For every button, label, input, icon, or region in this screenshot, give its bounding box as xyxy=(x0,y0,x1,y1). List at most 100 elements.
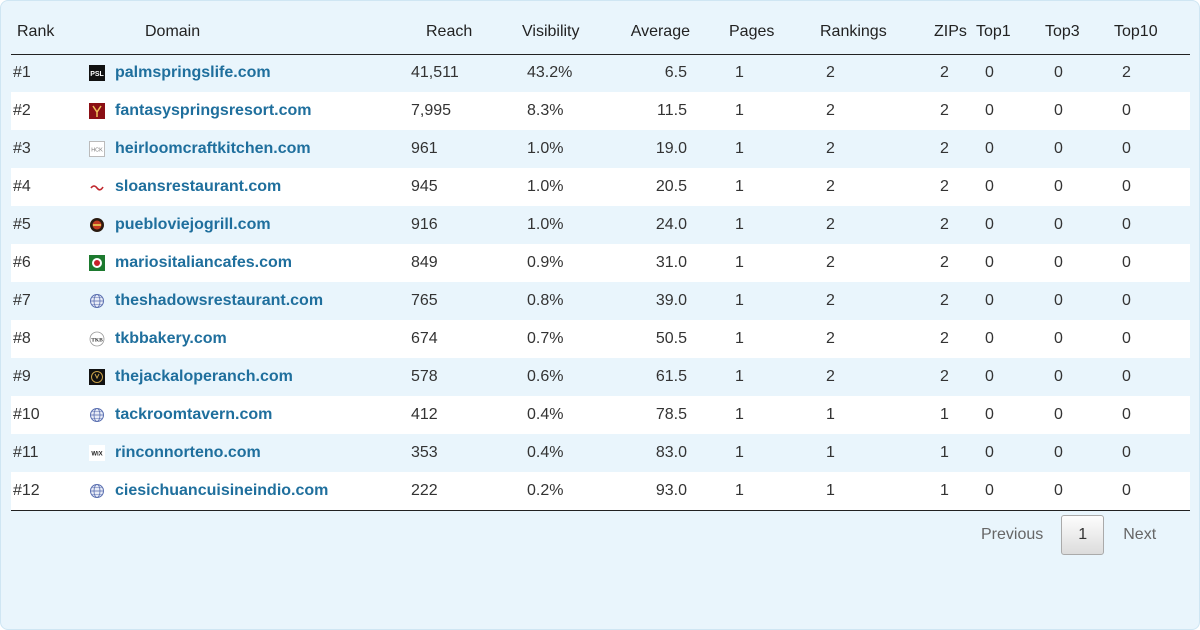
svg-text:HCK: HCK xyxy=(91,148,103,154)
domain-cell: PSL palmspringslife.com xyxy=(89,54,404,92)
domain-cell: ciesichuancuisineindio.com xyxy=(89,472,404,510)
globe-icon xyxy=(89,293,105,309)
pages-cell: 1 xyxy=(735,481,744,499)
table-row: #12 ciesichuancuisineindio.com 222 0.2% 93.0… xyxy=(11,472,1190,510)
reach-cell: 765 xyxy=(411,292,438,309)
header-rankings[interactable]: Rankings xyxy=(800,11,905,55)
zips-cell: 2 xyxy=(940,292,949,309)
header-domain[interactable]: Domain xyxy=(89,11,404,55)
pages-cell: 1 xyxy=(735,330,744,347)
header-top10[interactable]: Top10 xyxy=(1111,11,1190,55)
domain-cell-content: tackroomtavern.com xyxy=(89,406,404,424)
sloans-logo-icon xyxy=(89,179,105,195)
table-row: #4 sloansrestaurant.com 945 1.0% 20.5 1 2 2 0 0 0 xyxy=(11,168,1190,206)
zips-cell: 2 xyxy=(940,216,949,233)
tkb-logo-icon: TKB xyxy=(89,331,105,347)
domain-cell: HCK heirloomcraftkitchen.com xyxy=(89,130,404,168)
pueblo-viejo-logo-icon xyxy=(89,217,105,233)
domain-cell: mariositaliancafes.com xyxy=(89,244,404,282)
table-row: #2 fantasyspringsresort.com 7,995 8.3% 11.5 1… xyxy=(11,92,1190,130)
ranking-table: Rank Domain Reach Visibility Average Pag… xyxy=(11,11,1190,511)
top10-cell: 0 xyxy=(1122,102,1131,119)
top3-cell: 0 xyxy=(1054,368,1063,385)
top10-cell: 0 xyxy=(1122,481,1131,499)
domain-link[interactable]: ciesichuancuisineindio.com xyxy=(115,481,329,499)
top10-cell: 2 xyxy=(1122,64,1131,82)
top10-cell: 0 xyxy=(1122,178,1131,195)
pages-cell: 1 xyxy=(735,216,744,233)
visibility-cell: 0.8% xyxy=(527,292,564,309)
table-row: #8 TKB tkbbakery.com 674 0.7% 50.5 1 2 2 0 0 0 xyxy=(11,320,1190,358)
average-cell: 20.5 xyxy=(655,178,687,195)
domain-link[interactable]: theshadowsrestaurant.com xyxy=(115,292,324,309)
top1-cell: 0 xyxy=(985,140,994,157)
domain-link[interactable]: fantasyspringsresort.com xyxy=(115,102,312,119)
header-zips[interactable]: ZIPs xyxy=(905,11,975,55)
visibility-cell: 8.3% xyxy=(527,102,564,119)
domain-link[interactable]: tackroomtavern.com xyxy=(115,406,273,423)
top3-cell: 0 xyxy=(1054,140,1063,157)
rank-cell: #12 xyxy=(13,481,40,499)
domain-link[interactable]: heirloomcraftkitchen.com xyxy=(115,140,311,157)
reach-cell: 849 xyxy=(411,254,438,271)
ranking-table-wrapper: Rank Domain Reach Visibility Average Pag… xyxy=(11,11,1190,511)
average-cell: 93.0 xyxy=(655,481,687,499)
visibility-cell: 0.9% xyxy=(527,254,564,271)
hck-logo-icon: HCK xyxy=(89,141,105,157)
table-row: #10 tackroomtavern.com 412 0.4% 78.5 1 1 1 0 0 0 xyxy=(11,396,1190,434)
rankings-cell: 2 xyxy=(826,330,835,347)
top10-cell: 0 xyxy=(1122,140,1131,157)
header-top3[interactable]: Top3 xyxy=(1043,11,1111,55)
domain-link[interactable]: rinconnorteno.com xyxy=(115,444,261,461)
top1-cell: 0 xyxy=(985,292,994,309)
header-reach[interactable]: Reach xyxy=(404,11,510,55)
top3-cell: 0 xyxy=(1054,178,1063,195)
rankings-cell: 2 xyxy=(826,64,835,82)
reach-cell: 222 xyxy=(411,481,438,499)
rankings-cell: 2 xyxy=(826,102,835,119)
domain-link[interactable]: mariositaliancafes.com xyxy=(115,254,292,271)
visibility-cell: 0.2% xyxy=(527,481,564,499)
top1-cell: 0 xyxy=(985,216,994,233)
header-average[interactable]: Average xyxy=(610,11,700,55)
visibility-cell: 1.0% xyxy=(527,178,564,195)
rank-cell: #8 xyxy=(13,330,31,347)
visibility-cell: 0.4% xyxy=(527,444,564,461)
average-cell: 31.0 xyxy=(655,254,687,271)
top10-cell: 0 xyxy=(1122,444,1131,461)
pages-cell: 1 xyxy=(735,64,744,82)
domain-link[interactable]: tkbbakery.com xyxy=(115,330,227,347)
zips-cell: 2 xyxy=(940,330,949,347)
reach-cell: 578 xyxy=(411,368,438,385)
next-page-button[interactable]: Next xyxy=(1123,526,1157,543)
header-visibility[interactable]: Visibility xyxy=(510,11,610,55)
top3-cell: 0 xyxy=(1054,481,1063,499)
table-row: #5 puebloviejogrill.com 916 1.0% 24.0 1 2 2 0 0 0 xyxy=(11,206,1190,244)
domain-cell-content: WiX rinconnorteno.com xyxy=(89,444,404,462)
globe-icon xyxy=(89,407,105,423)
rank-cell: #3 xyxy=(13,140,31,157)
rank-cell: #1 xyxy=(13,64,31,82)
domain-cell: fantasyspringsresort.com xyxy=(89,92,404,130)
header-top1[interactable]: Top1 xyxy=(975,11,1043,55)
header-row: Rank Domain Reach Visibility Average Pag… xyxy=(11,11,1190,55)
reach-cell: 41,511 xyxy=(411,64,459,82)
domain-link[interactable]: puebloviejogrill.com xyxy=(115,216,271,233)
previous-page-button[interactable]: Previous xyxy=(981,526,1044,543)
page-1-button[interactable]: 1 xyxy=(1061,515,1105,555)
top3-cell: 0 xyxy=(1054,330,1063,347)
domain-cell-content: ciesichuancuisineindio.com xyxy=(89,482,404,500)
top1-cell: 0 xyxy=(985,254,994,271)
header-pages[interactable]: Pages xyxy=(700,11,800,55)
top10-cell: 0 xyxy=(1122,330,1131,347)
domain-link[interactable]: sloansrestaurant.com xyxy=(115,178,282,195)
average-cell: 50.5 xyxy=(655,330,687,347)
domain-link[interactable]: palmspringslife.com xyxy=(115,64,271,82)
domain-cell: TKB tkbbakery.com xyxy=(89,320,404,358)
rank-cell: #6 xyxy=(13,254,31,271)
svg-text:TKB: TKB xyxy=(91,338,103,344)
header-rank[interactable]: Rank xyxy=(11,11,89,55)
domain-link[interactable]: thejackaloperanch.com xyxy=(115,368,293,385)
rank-cell: #11 xyxy=(13,444,39,461)
